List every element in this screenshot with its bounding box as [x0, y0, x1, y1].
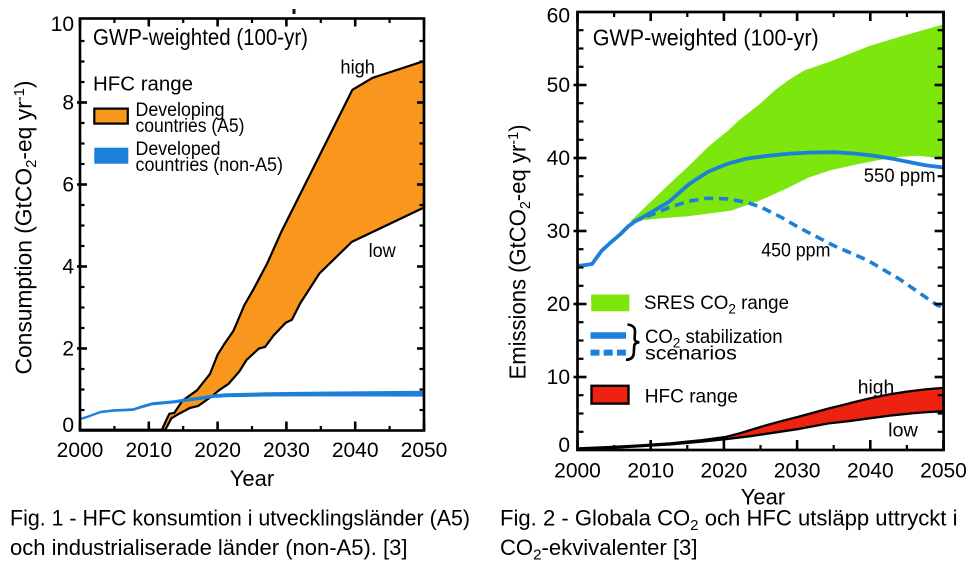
svg-text:SRES CO: SRES CO — [644, 292, 728, 314]
svg-text:stabilization: stabilization — [680, 326, 782, 348]
svg-text:6: 6 — [62, 174, 74, 197]
svg-text:2010: 2010 — [627, 460, 674, 483]
svg-text:GWP-weighted (100-yr): GWP-weighted (100-yr) — [593, 25, 819, 51]
svg-text:2040: 2040 — [332, 439, 379, 462]
svg-text:high: high — [340, 57, 375, 79]
svg-text:GWP-weighted (100-yr): GWP-weighted (100-yr) — [93, 24, 308, 50]
svg-text:HFC range: HFC range — [93, 73, 193, 96]
svg-text:2000: 2000 — [554, 460, 601, 483]
svg-text:low: low — [888, 420, 919, 442]
svg-text:2: 2 — [62, 338, 74, 361]
svg-text:2050: 2050 — [401, 439, 448, 462]
svg-text:30: 30 — [547, 220, 570, 243]
svg-text:2: 2 — [728, 301, 736, 317]
svg-text:60: 60 — [547, 5, 570, 28]
svg-text:2020: 2020 — [701, 460, 748, 483]
svg-text:high: high — [858, 377, 895, 399]
svg-text:och HFC utsläpp uttryckt i: och HFC utsläpp uttryckt i — [699, 506, 958, 531]
svg-text:Fig. 2 - Globala CO: Fig. 2 - Globala CO — [500, 506, 690, 531]
svg-text:0: 0 — [62, 414, 74, 437]
svg-text:2010: 2010 — [125, 439, 172, 462]
svg-text:-1: -1 — [505, 132, 522, 145]
svg-text:2: 2 — [23, 160, 40, 168]
svg-text:50: 50 — [547, 74, 570, 97]
svg-text:Developing: Developing — [136, 100, 225, 121]
svg-text:2030: 2030 — [263, 439, 310, 462]
svg-text:countries (non-A5): countries (non-A5) — [136, 155, 284, 176]
svg-text:Emissions (GtCO: Emissions (GtCO — [505, 209, 531, 379]
svg-text:HFC range: HFC range — [645, 386, 738, 408]
svg-text:2000: 2000 — [57, 439, 104, 462]
svg-text:-eq yr: -eq yr — [505, 144, 531, 201]
svg-text:-eq yr: -eq yr — [11, 101, 37, 160]
svg-text:10: 10 — [547, 366, 570, 389]
svg-text:450 ppm: 450 ppm — [761, 240, 830, 262]
svg-text:CO: CO — [645, 326, 673, 348]
svg-text:2: 2 — [517, 201, 534, 209]
svg-text:CO: CO — [500, 535, 533, 560]
svg-text:): ) — [11, 81, 37, 89]
svg-text:Developed: Developed — [136, 139, 221, 160]
svg-text:10: 10 — [51, 13, 74, 36]
svg-text:low: low — [369, 240, 397, 262]
svg-text:Year: Year — [741, 485, 785, 510]
svg-text:2040: 2040 — [847, 460, 894, 483]
svg-text:scenarios: scenarios — [645, 343, 737, 365]
svg-text:): ) — [505, 125, 531, 132]
svg-text:0: 0 — [558, 434, 570, 457]
svg-text:4: 4 — [62, 256, 74, 279]
svg-text:2: 2 — [533, 547, 541, 564]
svg-text:2: 2 — [690, 517, 698, 534]
svg-text:Year: Year — [230, 466, 274, 491]
svg-text:countries (A5): countries (A5) — [136, 116, 245, 137]
svg-text:20: 20 — [547, 293, 570, 316]
svg-text:range: range — [736, 292, 789, 314]
svg-text:40: 40 — [547, 147, 570, 170]
svg-text:2050: 2050 — [920, 460, 967, 483]
svg-text:och industrialiserade länder (: och industrialiserade länder (non-A5). [… — [10, 535, 407, 560]
svg-text:-ekvivalenter [3]: -ekvivalenter [3] — [542, 535, 698, 560]
svg-text:550 ppm: 550 ppm — [864, 165, 936, 187]
svg-text:2020: 2020 — [194, 439, 241, 462]
svg-text:8: 8 — [62, 92, 74, 115]
svg-text:-1: -1 — [11, 88, 28, 101]
svg-text:2: 2 — [673, 335, 681, 351]
svg-text:Fig. 1 - HFC konsumtion i utve: Fig. 1 - HFC konsumtion i utvecklingslän… — [10, 506, 470, 531]
svg-text:2030: 2030 — [774, 460, 821, 483]
svg-text:Consumption (GtCO: Consumption (GtCO — [11, 168, 37, 375]
